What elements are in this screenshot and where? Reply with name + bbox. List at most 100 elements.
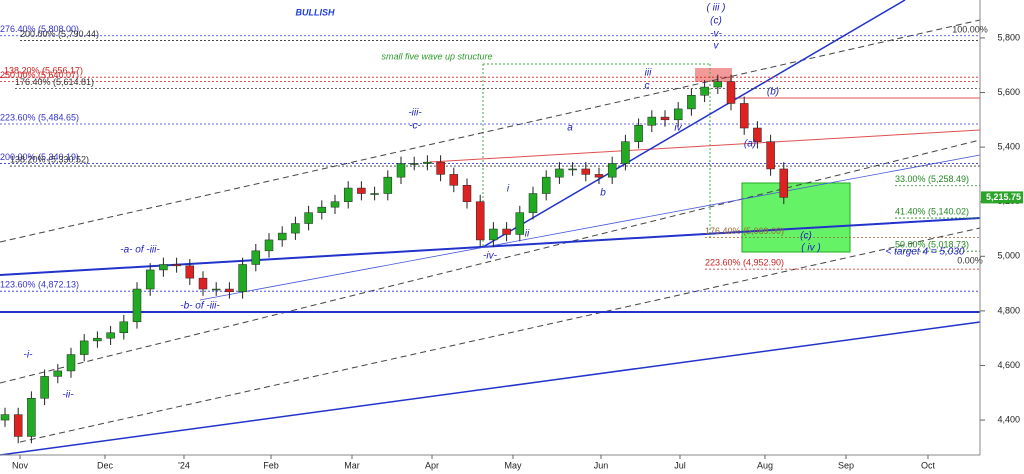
candle-body bbox=[502, 228, 511, 235]
x-tick-label: Oct bbox=[921, 460, 936, 470]
candle-body bbox=[172, 264, 181, 267]
wave-label: a bbox=[567, 123, 573, 134]
x-tick-label: Aug bbox=[757, 460, 773, 470]
candle-body bbox=[159, 264, 168, 271]
y-tick-label: 5,400 bbox=[997, 141, 1020, 151]
candle-body bbox=[132, 288, 142, 323]
candle-body bbox=[475, 201, 485, 241]
candle-body bbox=[541, 176, 551, 194]
candle-body bbox=[27, 397, 36, 437]
candle-body bbox=[106, 332, 115, 339]
candle-body bbox=[673, 108, 683, 121]
y-axis-panel bbox=[980, 0, 1024, 474]
candle-body bbox=[343, 187, 353, 202]
x-tick-label: Sep bbox=[838, 460, 854, 470]
candle-body bbox=[225, 288, 234, 293]
y-tick-label: 4,800 bbox=[997, 305, 1020, 315]
candle-body bbox=[660, 116, 670, 121]
level-label: 200.00% (5,340.19) bbox=[0, 152, 79, 162]
candle-body bbox=[753, 127, 762, 142]
wave-label: -c- bbox=[409, 121, 421, 132]
wave-label: (c) bbox=[800, 231, 812, 242]
wave-label: -a- of -iii- bbox=[120, 245, 160, 256]
level-label: 176.40% (5,614.81) bbox=[15, 77, 94, 87]
candle-body bbox=[145, 269, 155, 290]
y-tick-label: 5,800 bbox=[997, 32, 1020, 42]
candle-body bbox=[0, 414, 10, 421]
y-tick-label: 5,600 bbox=[997, 87, 1020, 97]
candle-body bbox=[211, 288, 221, 291]
y-tick-label: 4,400 bbox=[997, 414, 1020, 424]
trend-line bbox=[199, 154, 981, 301]
wave-label: -b- of -iii- bbox=[180, 301, 220, 312]
wave-label: -ii- bbox=[62, 390, 74, 401]
wave-label: 100.00% bbox=[952, 24, 988, 34]
x-tick-label: May bbox=[504, 460, 522, 470]
candle-body bbox=[40, 376, 49, 399]
candle-body bbox=[462, 185, 472, 202]
candle-body bbox=[739, 103, 749, 129]
candle-body bbox=[594, 174, 604, 178]
level-label: 33.00% (5,258.49) bbox=[895, 174, 969, 184]
candle-body bbox=[13, 414, 23, 437]
candle-body bbox=[621, 141, 630, 164]
wave-label: ii bbox=[525, 229, 530, 240]
chart-subtitle: small five wave up structure bbox=[381, 51, 492, 61]
candle-body bbox=[423, 161, 432, 164]
candle-body bbox=[726, 81, 736, 104]
candle-body bbox=[607, 163, 617, 178]
candle-body bbox=[79, 340, 89, 355]
trend-line bbox=[482, 0, 906, 248]
candle-body bbox=[713, 81, 723, 88]
candle-body bbox=[53, 370, 63, 377]
candle-body bbox=[396, 163, 406, 178]
wave-label: ( iv ) bbox=[801, 243, 820, 254]
candle-body bbox=[185, 265, 195, 279]
y-tick-label: 4,600 bbox=[997, 360, 1020, 370]
plot-area: 276.40% (5,808.00)200.00% (5,790.44) 138.… bbox=[0, 0, 981, 456]
x-tick-label: Jul bbox=[674, 460, 686, 470]
candle-body bbox=[383, 176, 393, 194]
wave-label: -i- bbox=[24, 350, 34, 361]
candle-body bbox=[779, 168, 789, 198]
level-label: 200.00% (5,790.44) bbox=[20, 29, 99, 39]
candle-body bbox=[687, 95, 696, 110]
candle-body bbox=[251, 250, 261, 265]
chart-title: BULLISH bbox=[296, 7, 335, 17]
wave-label: (a) bbox=[744, 139, 756, 150]
x-tick-label: Jun bbox=[594, 460, 609, 470]
candle-body bbox=[449, 174, 459, 186]
candle-body bbox=[198, 277, 208, 290]
wave-label: -iii- bbox=[408, 108, 422, 119]
candle-body bbox=[409, 163, 419, 165]
level-label: 138.20% (5,656.17) bbox=[4, 66, 83, 76]
candle-body bbox=[700, 86, 709, 96]
candle-body bbox=[119, 321, 129, 333]
candle-body bbox=[317, 206, 327, 213]
candle-body bbox=[634, 125, 643, 142]
target-zone bbox=[741, 182, 851, 253]
wave-label: v bbox=[714, 41, 720, 52]
candle-body bbox=[766, 141, 775, 170]
wave-label: (c) bbox=[710, 16, 722, 27]
wave-label: i bbox=[507, 184, 510, 195]
x-tick-label: Feb bbox=[263, 460, 279, 470]
wave-label: b bbox=[600, 188, 606, 199]
candle-body bbox=[436, 161, 445, 175]
wave-label: iv bbox=[674, 123, 682, 134]
candle-body bbox=[647, 116, 657, 126]
wave-label: (b) bbox=[767, 87, 779, 98]
channel-line bbox=[19, 227, 981, 443]
candle-body bbox=[370, 193, 379, 195]
trend-line bbox=[429, 129, 981, 163]
wave-label: 0.00% bbox=[957, 255, 983, 265]
candle-body bbox=[581, 168, 591, 175]
wave-label: ( iii ) bbox=[707, 3, 726, 14]
candle-body bbox=[264, 239, 274, 252]
candle-body bbox=[515, 212, 525, 235]
candle-body bbox=[66, 354, 76, 372]
x-tick-label: Nov bbox=[12, 460, 29, 470]
wave-label: iii bbox=[645, 68, 652, 79]
